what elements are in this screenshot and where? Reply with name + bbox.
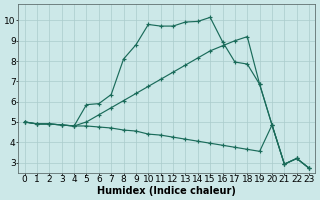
X-axis label: Humidex (Indice chaleur): Humidex (Indice chaleur) [98,186,236,196]
